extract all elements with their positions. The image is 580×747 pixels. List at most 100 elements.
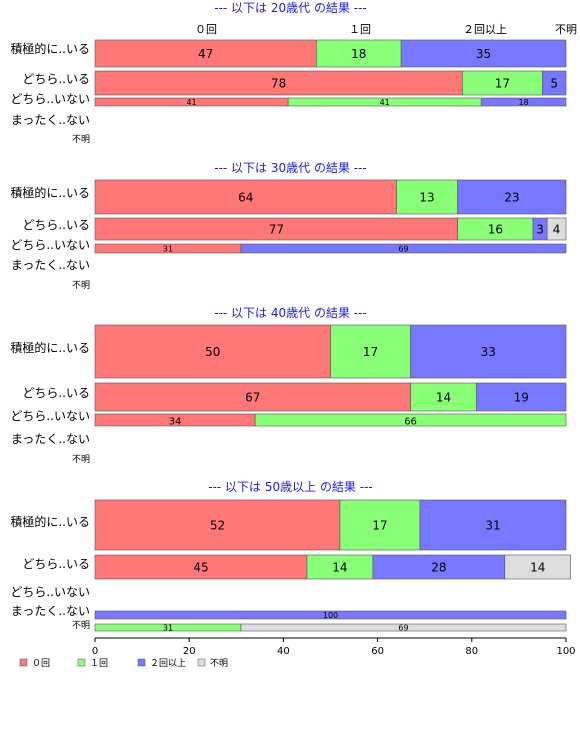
bar-segment [306,554,374,580]
bar-segment [330,324,411,379]
data-label: 14 [436,391,451,405]
legend-swatch [137,658,146,667]
bar-segment [504,554,572,580]
data-label: 41 [380,98,390,107]
bar-segment [316,39,402,68]
x-tick-label: 100 [556,646,575,657]
data-label: 67 [245,391,260,405]
category-label: まったく..ない [11,113,90,127]
category-label: 積極的に..いる [10,514,90,529]
legend-swatch [19,658,28,667]
category-label: どちら..いる [22,557,90,571]
category-label: 不明 [72,454,90,465]
bar-segment [94,70,463,96]
bar-segment [372,554,506,580]
data-label: 19 [514,391,529,405]
x-tick-label: 20 [183,646,196,657]
bar-segment [94,179,397,215]
data-label: 16 [488,223,503,237]
bar-segment [400,39,567,68]
category-label: 不明 [72,280,90,291]
panel-title-1: --- 以下は 20歳代 の結果 --- [214,1,367,15]
bar-segment [546,217,567,241]
x-tick-label: 40 [277,646,290,657]
bar-segment [410,324,567,379]
data-label: 64 [238,191,253,205]
data-label: 69 [398,245,408,254]
bar-segment [462,70,543,96]
header-label-4: 不明 [555,23,577,36]
data-label: 35 [476,47,491,61]
bars [94,39,572,632]
category-label: まったく..ない [11,604,90,618]
panel-titles: --- 以下は 20歳代 の結果 --- --- 以下は 30歳代 の結果 ---… [208,1,373,494]
category-label: 積極的に..いる [10,41,90,56]
legend-swatch [77,658,86,667]
legend-label: 不明 [210,658,228,669]
segment-labels: 47 18 35 78 17 5 41 41 18 64 13 23 77 16 3 4 31 69 50 17 33 6… [163,47,560,633]
data-label: 66 [404,417,417,428]
bar-segment [419,499,567,551]
data-label: 3 [536,223,544,237]
bar-segment [457,179,567,215]
x-tick-label: 0 [92,646,98,657]
category-label: 積極的に..いる [10,340,90,355]
bar-segment [94,610,567,620]
data-label: 23 [504,191,519,205]
panel-title-4: --- 以下は 50歳以上 の結果 --- [208,480,373,494]
legend: ０回 １回 ２回以上 不明 [19,658,228,669]
header-label-1: ０回 [195,23,217,36]
bar-segment [476,382,567,412]
bar-segment [240,243,567,254]
data-label: 14 [530,561,545,575]
bar-segment [254,413,567,427]
category-label: まったく..ない [11,258,90,272]
category-label: 不明 [72,134,90,145]
panel-title-2: --- 以下は 30歳代 の結果 --- [214,161,367,175]
legend-swatch [197,658,206,667]
data-label: 41 [186,98,196,107]
category-label: まったく..ない [11,432,90,446]
data-label: 17 [363,345,378,359]
data-label: 77 [269,223,284,237]
bar-segment [94,554,308,580]
header-label-2: １回 [349,23,371,36]
category-label: どちら..いる [22,386,90,400]
category-label: どちら..いない [10,92,90,106]
bar-segment [542,70,567,96]
data-label: 33 [481,345,496,359]
category-label: どちら..いない [10,238,90,252]
x-tick-label: 80 [465,646,478,657]
data-label: 17 [495,77,510,91]
category-label: 積極的に..いる [10,185,90,200]
legend-label: ０回 [32,658,50,669]
data-label: 31 [163,624,173,633]
bar-segment [339,499,421,551]
x-tick-label: 60 [371,646,384,657]
data-label: 31 [485,519,500,533]
legend-label: ２回以上 [150,658,186,669]
data-label: 28 [431,561,446,575]
bar-segment [94,499,341,551]
data-label: 50 [205,345,220,359]
data-label: 18 [351,47,366,61]
data-label: 47 [198,47,213,61]
category-labels: 積極的に..いるどちら..いるどちら..いないまったく..ない不明積極的に..い… [10,41,90,631]
data-label: 13 [419,191,434,205]
x-axis: 0 20 40 60 80 100 [92,637,576,657]
category-label: どちら..いない [10,585,90,599]
data-label: 4 [553,223,561,237]
data-label: 100 [323,611,338,620]
data-label: 5 [550,77,558,91]
data-label: 69 [398,624,408,633]
category-label: 不明 [72,620,90,631]
data-label: 17 [372,519,387,533]
data-label: 14 [332,561,347,575]
header-label-3: ２回以上 [463,23,507,36]
bar-segment [94,382,411,412]
bar-segment [410,382,477,412]
data-label: 78 [271,77,286,91]
bar-segment [480,97,567,107]
legend-label: １回 [90,658,108,669]
